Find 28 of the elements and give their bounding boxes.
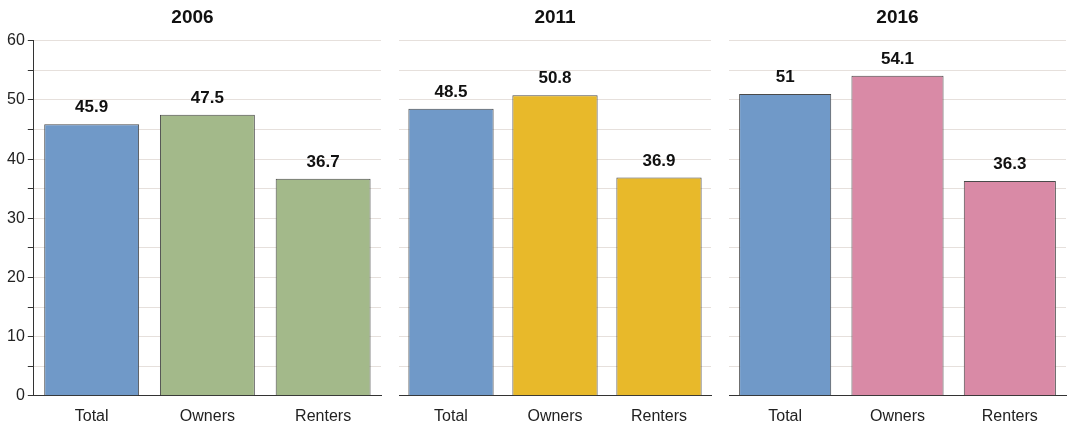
chart-title: 2006	[171, 5, 214, 27]
x-tick-label: Total	[768, 406, 803, 424]
x-tick-label: Owners	[527, 406, 583, 424]
x-tick-label: Owners	[869, 406, 926, 424]
data-label: 54.1	[880, 48, 915, 68]
data-label: 50.8	[538, 68, 572, 88]
x-tick-label: Renters	[981, 406, 1038, 424]
y-tick-label: 60	[7, 31, 25, 49]
chart-title: 2016	[876, 5, 919, 27]
data-label: 36.7	[306, 151, 340, 171]
data-label: 45.9	[75, 97, 109, 117]
y-tick-label: 20	[7, 267, 25, 285]
y-tick-label: 0	[15, 386, 25, 404]
y-tick-label: 10	[7, 327, 25, 345]
data-label: 47.5	[190, 87, 224, 107]
x-tick-label: Renters	[295, 406, 352, 424]
x-tick-label: Renters	[630, 406, 688, 424]
y-tick-label: 30	[7, 208, 25, 226]
y-tick-label: 50	[7, 90, 25, 108]
y-tick-label: 40	[7, 149, 25, 167]
data-label: 36.9	[642, 150, 676, 170]
data-label: 36.3	[993, 154, 1027, 174]
chart-title: 2011	[534, 5, 577, 27]
x-tick-label: Total	[434, 406, 468, 424]
data-label: 51	[775, 67, 795, 87]
data-label: 48.5	[434, 82, 468, 102]
x-tick-label: Owners	[179, 406, 235, 424]
x-tick-label: Total	[74, 406, 109, 424]
